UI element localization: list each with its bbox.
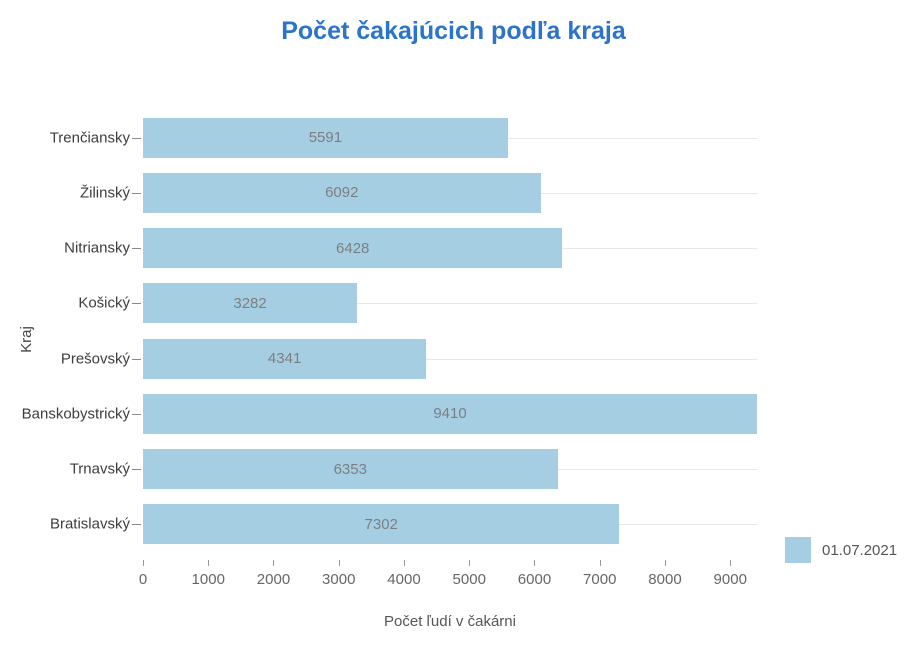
legend-swatch-icon <box>785 537 811 563</box>
x-tick-label: 9000 <box>713 571 747 588</box>
bar-value-label: 6353 <box>333 460 367 478</box>
y-category-label: Trenčiansky <box>49 129 130 147</box>
y-category-label: Košický <box>78 294 130 312</box>
x-tick-mark <box>338 560 340 566</box>
x-tick-mark <box>599 560 601 566</box>
x-tick-label: 5000 <box>452 571 486 588</box>
y-category-label: Trnavský <box>69 460 130 478</box>
bar-trnavský[interactable]: 6353 <box>143 449 558 490</box>
bar-value-label: 6092 <box>325 184 359 202</box>
x-axis: 0 1000 2000 3000 4000 5000 6000 7000 8000 9000 <box>139 552 757 602</box>
chart-title: Počet čakajúcich podľa kraja <box>281 17 626 45</box>
y-category-label: Prešovský <box>60 350 130 368</box>
x-tick-label: 0 <box>138 571 148 588</box>
x-tick-mark <box>730 560 732 566</box>
x-tick-label: 1000 <box>191 571 225 588</box>
x-tick-label: 7000 <box>583 571 617 588</box>
x-tick-label: 4000 <box>387 571 421 588</box>
bar-row: 9410 <box>143 386 757 441</box>
bar-row: 5591 <box>143 110 757 165</box>
x-tick-mark <box>534 560 536 566</box>
y-tick-mark <box>132 192 141 194</box>
legend-label: 01.07.2021 <box>822 541 898 559</box>
y-axis-labels: Trenčiansky Žilinský Nitriansky Košický Preš… <box>0 110 130 552</box>
legend[interactable]: 01.07.2021 <box>785 537 897 563</box>
bar-trenčiansky[interactable]: 5591 <box>143 117 508 158</box>
bar-value-label: 3282 <box>233 294 267 312</box>
x-tick-mark <box>208 560 210 566</box>
bar-košický[interactable]: 3282 <box>143 283 358 324</box>
y-category-label: Žilinský <box>79 184 130 202</box>
x-axis-title: Počet ľudí v čakárni <box>384 613 516 630</box>
bar-bratislavský[interactable]: 7302 <box>143 504 620 545</box>
x-tick-label: 8000 <box>648 571 682 588</box>
x-tick-label: 3000 <box>322 571 356 588</box>
y-tick-mark <box>132 137 141 139</box>
bar-value-label: 7302 <box>364 515 398 533</box>
x-tick-mark <box>273 560 275 566</box>
bar-žilinský[interactable]: 6092 <box>143 172 541 213</box>
y-tick-mark <box>132 469 141 471</box>
bar-value-label: 4341 <box>267 350 302 368</box>
y-category-label: Nitriansky <box>64 239 130 257</box>
bar-row: 4341 <box>143 331 757 386</box>
bar-banskobystrický[interactable]: 9410 <box>143 393 757 434</box>
plot-area: 5591 6092 6428 3282 4341 9410 6353 7302 <box>143 110 757 552</box>
x-tick-label: 2000 <box>256 571 291 588</box>
bar-row: 6092 <box>143 165 757 220</box>
gridline <box>143 303 757 305</box>
y-tick-mark <box>132 358 141 360</box>
bar-row: 6353 <box>143 442 757 497</box>
bar-row: 7302 <box>143 497 757 552</box>
bar-row: 6428 <box>143 221 757 276</box>
y-category-label: Bratislavský <box>49 515 130 533</box>
bar-prešovský[interactable]: 4341 <box>143 338 427 379</box>
x-tick-mark <box>664 560 666 566</box>
bar-row: 3282 <box>143 276 757 331</box>
x-tick-mark <box>403 560 405 566</box>
y-category-label: Banskobystrický <box>21 405 130 423</box>
bar-nitriansky[interactable]: 6428 <box>143 228 563 269</box>
bar-value-label: 5591 <box>308 129 343 147</box>
x-tick-label: 6000 <box>517 571 552 588</box>
y-tick-mark <box>132 248 141 250</box>
x-tick-mark <box>469 560 471 566</box>
y-tick-mark <box>132 524 141 526</box>
x-tick-mark <box>143 560 144 566</box>
y-tick-mark <box>132 303 141 305</box>
y-tick-mark <box>132 413 141 415</box>
bar-value-label: 6428 <box>336 239 370 257</box>
gridline <box>143 358 757 360</box>
bar-value-label: 9410 <box>433 405 467 423</box>
